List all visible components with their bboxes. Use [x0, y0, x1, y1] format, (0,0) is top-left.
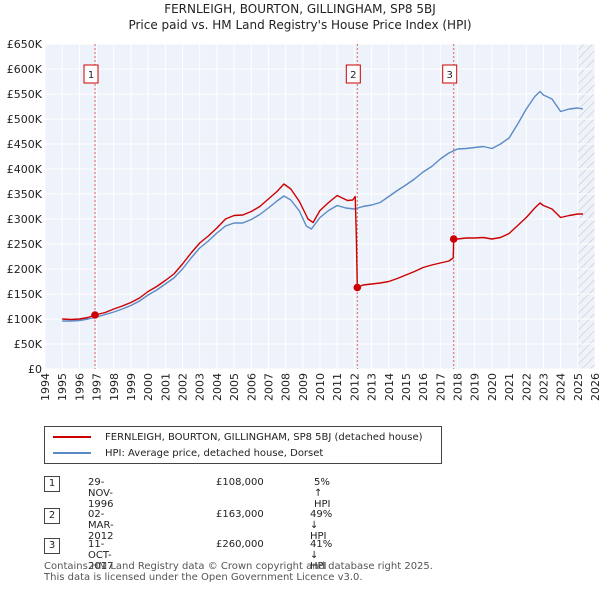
x-tick-label: 1995	[56, 373, 69, 401]
x-tick-label: 1999	[125, 373, 138, 401]
y-tick-label: £450K	[7, 138, 43, 151]
x-tick-label: 1998	[108, 373, 121, 401]
legend-item-property: FERNLEIGH, BOURTON, GILLINGHAM, SP8 5BJ …	[53, 429, 423, 445]
sale-date: 11-OCT-2017	[88, 539, 114, 572]
attribution-footer: Contains HM Land Registry data © Crown c…	[44, 561, 433, 583]
chart-legend: FERNLEIGH, BOURTON, GILLINGHAM, SP8 5BJ …	[44, 426, 442, 464]
footer-copyright: Contains HM Land Registry data © Crown c…	[44, 561, 433, 572]
x-tick-label: 2016	[417, 373, 430, 401]
chart-title-line1: FERNLEIGH, BOURTON, GILLINGHAM, SP8 5BJ	[164, 2, 436, 16]
sale-point-2	[353, 283, 362, 292]
y-tick-label: £250K	[7, 238, 43, 251]
y-tick-label: £550K	[7, 88, 43, 101]
sale-label-1: 1	[88, 70, 94, 81]
x-tick-label: 1996	[73, 373, 86, 401]
x-tick-label: 1994	[39, 373, 52, 401]
x-tick-label: 2023	[537, 373, 550, 401]
x-tick-label: 2002	[177, 373, 190, 401]
sale-hpi-diff: 49% ↓ HPI	[310, 509, 333, 542]
x-tick-label: 2024	[555, 373, 568, 401]
sale-label-3: 3	[447, 70, 453, 81]
series-line-hpi	[62, 90, 584, 322]
legend-label-hpi: HPI: Average price, detached house, Dors…	[105, 447, 324, 459]
sale-point-3	[449, 235, 458, 243]
legend-swatch-hpi	[53, 452, 91, 454]
x-tick-label: 2025	[572, 373, 585, 401]
x-tick-label: 1997	[91, 373, 104, 401]
x-tick-label: 2018	[452, 373, 465, 401]
x-tick-label: 2011	[331, 373, 344, 401]
sale-label-box-1	[83, 64, 99, 84]
y-tick-label: £500K	[7, 113, 43, 126]
sale-label-box-2	[345, 64, 361, 84]
x-tick-label: 2022	[520, 373, 533, 401]
x-tick-label: 2021	[503, 373, 516, 401]
y-tick-label: £300K	[7, 213, 43, 226]
sale-label-2: 2	[350, 70, 356, 81]
x-tick-label: 2008	[280, 373, 293, 401]
sale-number-badge: 3	[44, 538, 60, 554]
y-tick-label: £350K	[7, 188, 43, 201]
x-tick-label: 2026	[589, 373, 600, 401]
x-tick-label: 2017	[434, 373, 447, 401]
sale-number-badge: 1	[44, 476, 60, 492]
x-tick-label: 2006	[245, 373, 258, 401]
y-tick-label: £50K	[14, 338, 43, 351]
x-tick-label: 2007	[262, 373, 275, 401]
sale-price: £108,000	[216, 477, 264, 488]
sale-price: £163,000	[216, 509, 264, 520]
y-tick-label: £650K	[7, 38, 43, 51]
sale-point-1	[91, 311, 99, 319]
x-tick-label: 2009	[297, 373, 310, 401]
legend-label-property: FERNLEIGH, BOURTON, GILLINGHAM, SP8 5BJ …	[105, 431, 423, 443]
x-tick-label: 2005	[228, 373, 241, 401]
x-tick-label: 2019	[469, 373, 482, 401]
x-tick-label: 2015	[400, 373, 413, 401]
x-tick-label: 2003	[194, 373, 207, 401]
future-hatch-area	[577, 44, 595, 369]
y-tick-label: £200K	[7, 263, 43, 276]
legend-swatch-property	[53, 436, 91, 438]
sale-date: 29-NOV-1996	[88, 477, 114, 510]
sale-hpi-diff: 41% ↓ HPI	[310, 539, 333, 572]
y-tick-label: £0	[28, 363, 42, 376]
sale-hpi-diff: 5% ↑ HPI	[314, 477, 331, 510]
sale-price: £260,000	[216, 539, 264, 550]
legend-item-hpi: HPI: Average price, detached house, Dors…	[53, 445, 323, 461]
x-tick-label: 2010	[314, 373, 327, 401]
sale-label-box-3	[442, 64, 458, 84]
price-chart: 1 2 3 £0 £50K £100K £150K £200K £250K £300K £350K £…	[7, 38, 600, 401]
sale-date: 02-MAR-2012	[88, 509, 114, 542]
x-tick-label: 2000	[142, 373, 155, 401]
chart-title-line2: Price paid vs. HM Land Registry's House …	[128, 18, 472, 32]
series-line-property	[62, 183, 583, 321]
y-tick-label: £400K	[7, 163, 43, 176]
x-tick-label: 2014	[383, 373, 396, 401]
x-tick-label: 2012	[348, 373, 361, 401]
x-tick-label: 2001	[159, 373, 172, 401]
footer-licence: This data is licensed under the Open Gov…	[44, 572, 363, 583]
x-tick-label: 2020	[486, 373, 499, 401]
y-tick-label: £600K	[7, 63, 43, 76]
x-tick-label: 2013	[366, 373, 379, 401]
x-tick-label: 2004	[211, 373, 224, 401]
y-tick-label: £150K	[7, 288, 43, 301]
y-tick-label: £100K	[7, 313, 43, 326]
sale-number-badge: 2	[44, 508, 60, 524]
